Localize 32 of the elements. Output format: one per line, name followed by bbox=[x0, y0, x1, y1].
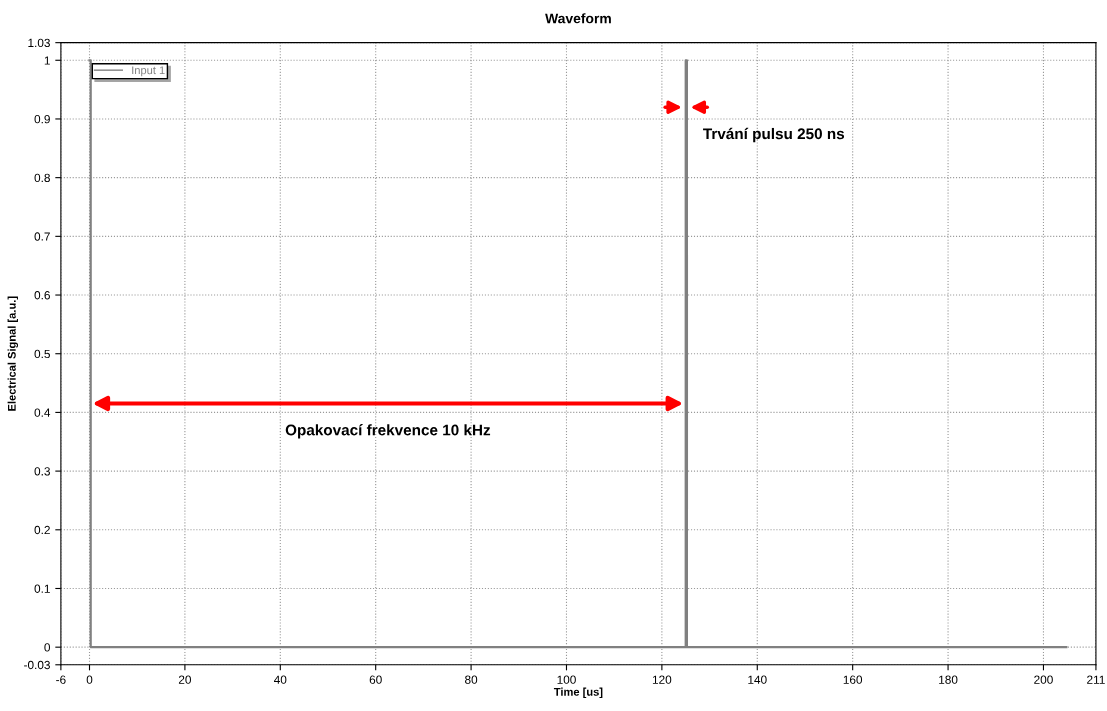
x-tick-label: 20 bbox=[178, 675, 191, 684]
x-tick-label: 40 bbox=[274, 675, 287, 684]
y-tick-label: 0.1 bbox=[34, 584, 50, 593]
y-tick-label: 0.3 bbox=[34, 467, 50, 476]
annotation: Opakovací frekvence 10 kHz bbox=[285, 424, 491, 439]
y-tick-label: 0.9 bbox=[34, 114, 50, 124]
y-tick-label: 0 bbox=[44, 643, 51, 652]
y-tick-label: 0.7 bbox=[34, 232, 50, 241]
y-axis-title: Electrical Signal [a.u.] bbox=[7, 296, 19, 411]
y-tick-label: 1 bbox=[44, 56, 50, 65]
y-tick-label: 1.03 bbox=[28, 38, 50, 48]
chart-title: Waveform bbox=[545, 13, 611, 24]
x-tick-label: 200 bbox=[1034, 675, 1053, 684]
y-tick-label: -0.03 bbox=[24, 660, 50, 670]
x-tick-label: 100 bbox=[557, 675, 576, 684]
y-tick-label: 0.8 bbox=[34, 173, 50, 183]
legend-label: Input 1 bbox=[132, 66, 165, 77]
y-tick-label: 0.4 bbox=[34, 408, 51, 417]
x-tick-label: 120 bbox=[652, 675, 672, 684]
x-tick-label: 140 bbox=[748, 675, 767, 684]
x-tick-label: 60 bbox=[369, 675, 382, 684]
y-tick-label: 0.2 bbox=[34, 525, 50, 535]
y-tick-label: 0.6 bbox=[34, 291, 50, 300]
x-tick-label: 160 bbox=[843, 675, 863, 684]
y-tick-label: 0.5 bbox=[34, 349, 50, 359]
x-tick-label: -6 bbox=[56, 675, 66, 684]
x-tick-label: 80 bbox=[465, 675, 478, 684]
annotation: Trvání pulsu 250 ns bbox=[703, 127, 845, 143]
x-axis-title: Time [us] bbox=[553, 687, 603, 698]
x-tick-label: 180 bbox=[939, 675, 958, 684]
x-tick-label: 211 bbox=[1087, 675, 1105, 684]
x-tick-label: 0 bbox=[86, 675, 93, 684]
